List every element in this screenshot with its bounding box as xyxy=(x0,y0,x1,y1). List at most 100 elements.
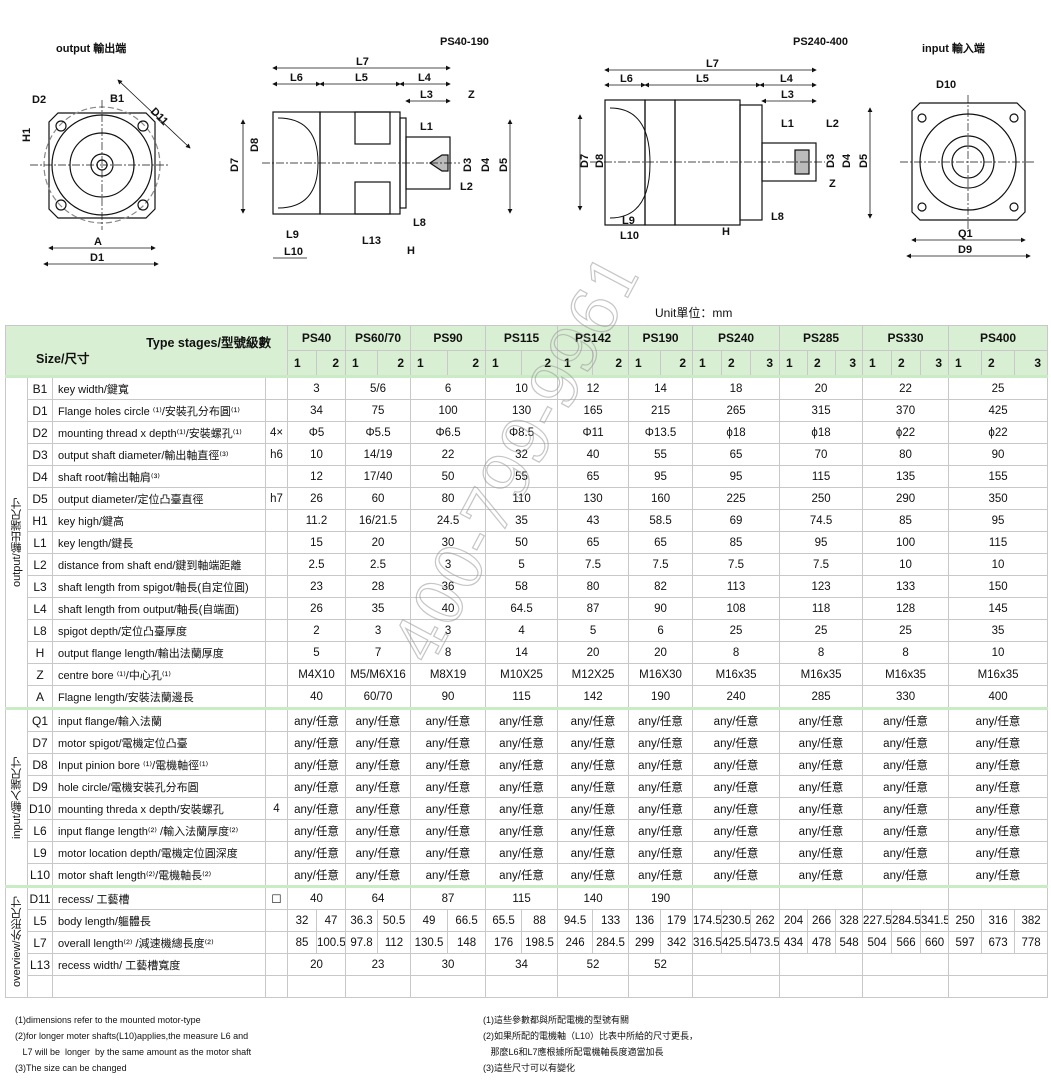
value-cell: any/任意 xyxy=(286,707,347,732)
value-cell: 65 xyxy=(628,531,694,554)
svg-text:PS40-190: PS40-190 xyxy=(440,36,489,48)
value-cell: 35 xyxy=(948,619,1049,642)
value-cell: any/任意 xyxy=(485,775,559,798)
value-cell: 7.5 xyxy=(628,553,694,576)
value-cell: 133 xyxy=(592,909,630,932)
value-cell: 284.5 xyxy=(592,931,630,954)
value-cell: any/任意 xyxy=(692,775,781,798)
table-row: H1 key high/鍵高 11.2 16/21.5 24.5 35 43 58.5 69 74… xyxy=(6,509,1049,532)
value-cell: 285 xyxy=(779,685,864,709)
value-cell: 40 xyxy=(410,597,487,620)
value-cell: 64 xyxy=(345,885,412,910)
size-label: Size/尺寸 xyxy=(36,352,90,366)
value-cell: any/任意 xyxy=(485,707,559,732)
ps240-400-side-view xyxy=(577,67,873,226)
table-row: L9 motor location depth/電機定位圓深度 any/任意 any/… xyxy=(6,841,1049,864)
value-cell: 85 xyxy=(692,531,781,554)
value-cell: M12X25 xyxy=(557,663,630,686)
empty-cell xyxy=(265,975,288,998)
value-cell: 130 xyxy=(485,399,559,422)
model-header: PS90 xyxy=(410,325,487,351)
svg-text:L4: L4 xyxy=(418,72,432,84)
note-zh-3: 那麼L6和L7應根據所配電機軸長度適當加長 xyxy=(483,1047,664,1057)
value-cell: 36.3 xyxy=(345,909,379,932)
value-cell: 250 xyxy=(779,487,864,510)
value-cell: 88 xyxy=(521,909,559,932)
stage-header: 1 xyxy=(862,350,893,377)
value-cell: M16x35 xyxy=(948,663,1049,686)
value-cell: 20 xyxy=(345,531,412,554)
value-cell: any/任意 xyxy=(628,863,694,887)
value-cell: 14/19 xyxy=(345,443,412,466)
dimension-description: shaft length from spigot/軸長(自定位圓) xyxy=(52,575,266,598)
stage-header: 2 xyxy=(891,350,922,377)
value-cell: 266 xyxy=(807,909,837,932)
value-cell: 25 xyxy=(692,619,781,642)
value-cell: 316.5 xyxy=(692,931,723,954)
value-cell: 26 xyxy=(286,597,347,620)
stage-header: 2 xyxy=(981,350,1016,377)
value-cell: 65 xyxy=(557,465,630,488)
value-cell: any/任意 xyxy=(286,863,347,887)
value-cell: 112 xyxy=(377,931,412,954)
value-cell: any/任意 xyxy=(862,819,950,842)
value-cell: 10 xyxy=(948,641,1049,664)
value-cell: 58 xyxy=(485,575,559,598)
value-cell: 90 xyxy=(948,443,1049,466)
value-cell: any/任意 xyxy=(628,797,694,820)
value-cell xyxy=(862,953,950,976)
ps40-190-side-view xyxy=(240,65,513,259)
dimension-description: overall length⁽²⁾ /減速機總長度⁽²⁾ xyxy=(52,931,266,954)
dimension-note xyxy=(265,685,288,709)
value-cell: any/任意 xyxy=(862,775,950,798)
ps240-400-labels: PS240-400 L7 L6 L5 L4 L3 L1 L2 D7 D8 D3 … xyxy=(579,36,870,242)
svg-text:L10: L10 xyxy=(620,230,639,242)
dimension-note xyxy=(265,375,288,400)
dimension-code: D11 xyxy=(27,885,53,910)
value-cell: 4 xyxy=(485,619,559,642)
svg-text:D1: D1 xyxy=(90,252,104,264)
value-cell: 85 xyxy=(287,931,317,954)
svg-text:H: H xyxy=(722,226,730,238)
svg-text:PS240-400: PS240-400 xyxy=(793,36,848,48)
value-cell: 284.5 xyxy=(891,909,922,932)
value-cell: 58.5 xyxy=(628,509,694,532)
value-cell: any/任意 xyxy=(345,863,412,887)
dimension-code: D5 xyxy=(27,487,53,510)
note-zh-2: (2)如果所配的電機軸（L10）比表中所給的尺寸更長， xyxy=(483,1031,699,1041)
stage-header: 2 xyxy=(721,350,752,377)
svg-text:D7: D7 xyxy=(229,158,241,172)
value-cell: M4X10 xyxy=(286,663,347,686)
dimension-note xyxy=(265,819,288,842)
value-cell: any/任意 xyxy=(862,707,950,732)
value-cell: any/任意 xyxy=(345,841,412,864)
dimension-description: mounting threda x depth/安裝螺孔 xyxy=(52,797,266,820)
value-cell: 55 xyxy=(628,443,694,466)
dimension-description: centre bore ⁽¹⁾/中心孔⁽¹⁾ xyxy=(52,663,266,686)
value-cell: 40 xyxy=(286,685,347,709)
dimension-description: key high/鍵高 xyxy=(52,509,266,532)
value-cell: ϕ18 xyxy=(692,421,781,444)
value-cell: 315 xyxy=(779,399,864,422)
value-cell: 155 xyxy=(948,465,1049,488)
empty-cell xyxy=(628,975,694,998)
value-cell: 425 xyxy=(948,399,1049,422)
value-cell: any/任意 xyxy=(286,797,347,820)
stage-header: 1 xyxy=(345,350,379,377)
value-cell: 128 xyxy=(862,597,950,620)
value-cell: any/任意 xyxy=(485,819,559,842)
dimension-code: B1 xyxy=(27,375,53,400)
value-cell: any/任意 xyxy=(692,707,781,732)
value-cell: any/任意 xyxy=(485,731,559,754)
table-row: input/輸入端尺寸 Q1 input flange/輸入法蘭 any/任意 any/… xyxy=(5,707,1049,887)
table-row: L7 overall length⁽²⁾ /減速機總長度⁽²⁾ 85 100.5 97.… xyxy=(6,931,1049,954)
dimension-description: motor spigot/電機定位凸臺 xyxy=(52,731,266,754)
value-cell: 174.5 xyxy=(692,909,723,932)
value-cell: 382 xyxy=(1014,909,1049,932)
dimension-note xyxy=(265,775,288,798)
value-cell: 3 xyxy=(286,375,347,400)
section-label: output/輸出端尺寸 xyxy=(5,376,28,709)
value-cell: 30 xyxy=(410,953,487,976)
stage-header: 2 xyxy=(315,350,347,377)
model-header: PS60/70 xyxy=(345,325,412,351)
